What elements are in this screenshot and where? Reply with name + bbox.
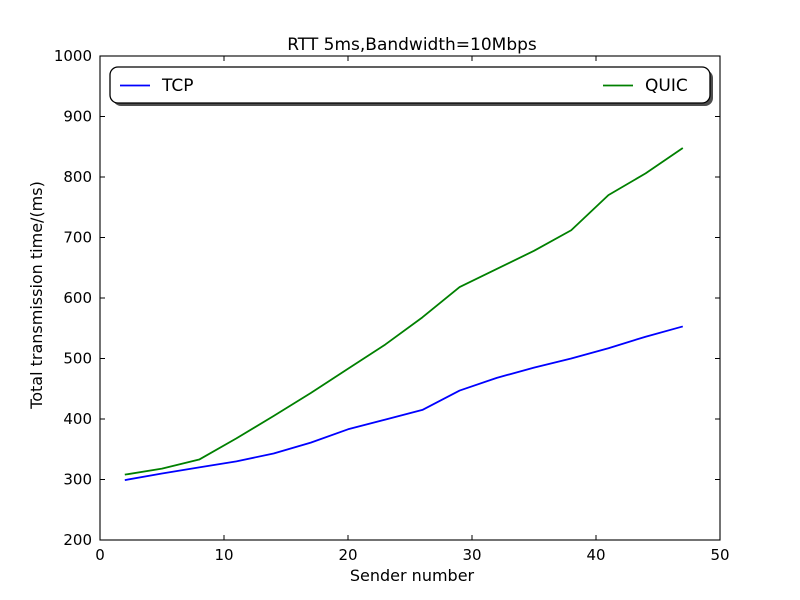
x-tick-label: 10 <box>214 546 233 564</box>
y-tick-label: 300 <box>63 471 92 489</box>
x-tick-label: 40 <box>586 546 605 564</box>
quic-line <box>124 147 684 476</box>
y-tick-label: 700 <box>63 229 92 247</box>
y-tick-label: 500 <box>63 350 92 368</box>
y-axis-label: Total transmission time/(ms) <box>27 181 46 410</box>
x-tick-label: 0 <box>95 546 105 564</box>
y-tick-label: 400 <box>63 410 92 428</box>
y-tick-label: 900 <box>63 108 92 126</box>
legend: TCP QUIC <box>109 66 713 106</box>
y-tick-label: 200 <box>63 531 92 549</box>
y-tick-label: 1000 <box>54 47 92 65</box>
y-tick-label: 800 <box>63 168 92 186</box>
legend-label-quic: QUIC <box>645 76 688 96</box>
tcp-line <box>124 325 684 481</box>
legend-label-tcp: TCP <box>161 76 194 96</box>
legend-box <box>109 66 711 104</box>
plot-frame <box>99 55 721 541</box>
chart-title: RTT 5ms,Bandwidth=10Mbps <box>287 35 537 55</box>
x-tick-label: 30 <box>462 546 481 564</box>
x-axis-label: Sender number <box>350 566 475 585</box>
x-tick-label: 50 <box>710 546 729 564</box>
plot-area: 0 10 20 30 40 50 200 300 400 500 600 700 800 900 1000 <box>54 47 730 564</box>
x-tick-label: 20 <box>338 546 357 564</box>
y-tick-label: 600 <box>63 289 92 307</box>
